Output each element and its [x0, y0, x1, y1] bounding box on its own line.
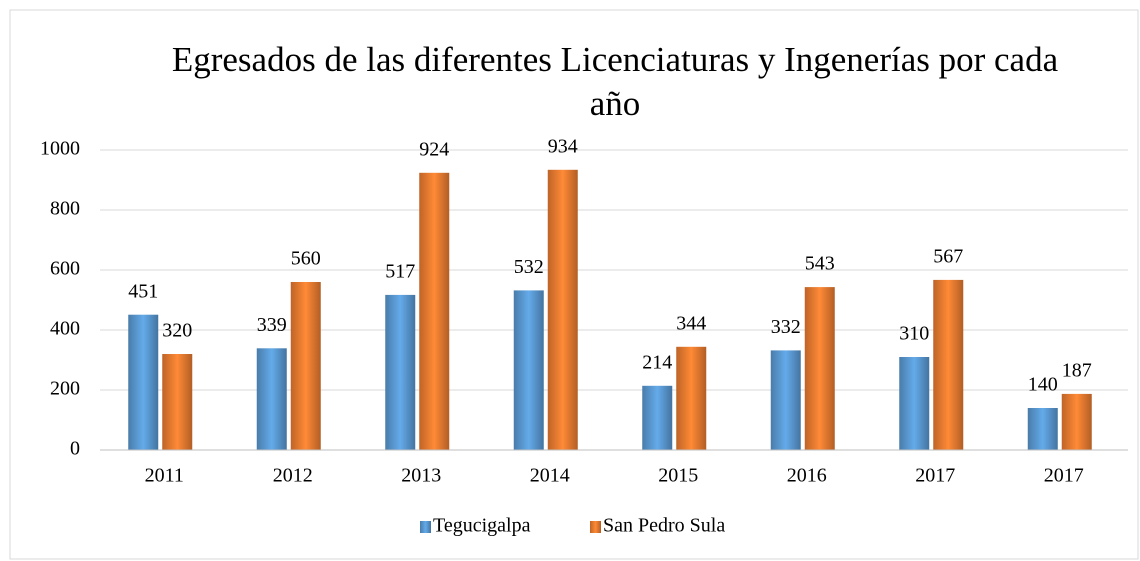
- value-label: 332: [771, 316, 801, 338]
- y-tick-label: 400: [50, 318, 80, 340]
- bar: [804, 287, 835, 450]
- x-tick-label: 2013: [401, 465, 441, 487]
- legend-label: Tegucigalpa: [433, 515, 531, 537]
- bar: [256, 348, 287, 450]
- bar: [547, 169, 578, 451]
- value-label: 320: [162, 320, 192, 342]
- bar: [385, 294, 416, 450]
- value-label: 532: [514, 256, 544, 278]
- value-label: 567: [933, 245, 963, 267]
- value-label: 339: [257, 314, 287, 336]
- value-label: 924: [419, 138, 449, 160]
- x-tick-label: 2016: [787, 465, 827, 487]
- value-label: 140: [1028, 374, 1058, 396]
- bar: [933, 279, 964, 450]
- y-tick-label: 600: [50, 258, 80, 280]
- bar: [128, 314, 159, 450]
- value-label: 310: [899, 323, 929, 345]
- bar: [642, 385, 673, 450]
- chart-border: [9, 9, 1139, 560]
- value-label: 560: [291, 248, 321, 270]
- value-label: 344: [676, 312, 706, 334]
- bar: [290, 282, 321, 450]
- bar: [513, 290, 544, 450]
- x-tick-label: 2014: [530, 465, 570, 487]
- legend-swatch: [590, 521, 601, 533]
- bar: [770, 350, 801, 450]
- y-tick-label: 1000: [40, 138, 80, 160]
- y-tick-label: 0: [70, 438, 80, 460]
- x-tick-label: 2012: [273, 465, 313, 487]
- value-label: 214: [642, 351, 672, 373]
- x-tick-label: 2011: [145, 465, 184, 487]
- bar: [1061, 393, 1092, 450]
- value-label: 451: [128, 280, 158, 302]
- y-tick-label: 800: [50, 198, 80, 220]
- bar: [419, 172, 450, 451]
- bar: [676, 346, 707, 450]
- legend-swatch: [420, 521, 431, 533]
- value-label: 517: [385, 260, 415, 282]
- legend-label: San Pedro Sula: [603, 515, 725, 537]
- x-tick-label: 2017: [1044, 465, 1084, 487]
- value-label: 187: [1062, 359, 1092, 381]
- x-tick-label: 2015: [658, 465, 698, 487]
- bar: [162, 354, 193, 450]
- y-tick-label: 200: [50, 378, 80, 400]
- bar: [1027, 408, 1058, 450]
- bar: [899, 357, 930, 450]
- chart-title: Egresados de las diferentes Licenciatura…: [171, 40, 1059, 123]
- value-label: 543: [805, 253, 835, 275]
- x-tick-label: 2017: [915, 465, 955, 487]
- value-label: 934: [548, 135, 578, 157]
